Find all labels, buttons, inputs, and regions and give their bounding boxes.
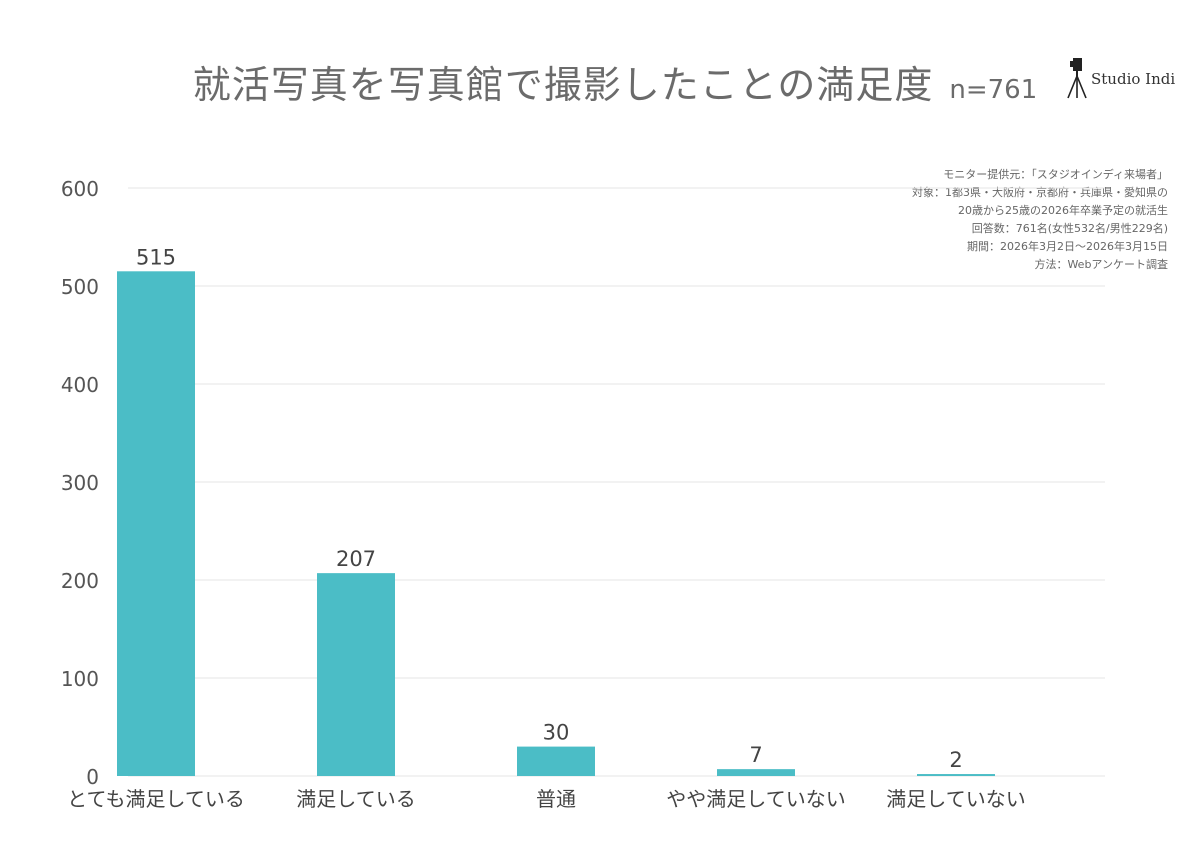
note-line: モニター提供元：「スタジオインディ来場者」 [943, 168, 1168, 181]
bar [317, 573, 395, 776]
note-line: 期間：2026年3月2日〜2026年3月15日 [967, 240, 1168, 253]
brand-logo-text: Studio Indi [1091, 70, 1176, 88]
x-category-label: 満足していない [886, 787, 1025, 811]
chart-title: 就活写真を写真館で撮影したことの満足度 [192, 63, 934, 107]
x-category-label: 普通 [536, 787, 576, 811]
camera-tripod-icon [1067, 58, 1087, 99]
sample-size: n=761 [949, 75, 1038, 105]
note-line: 方法：Webアンケート調査 [1034, 258, 1168, 271]
note-line: 回答数：761名(女性532名/男性229名) [971, 222, 1168, 235]
y-tick-label: 600 [61, 177, 99, 201]
data-label: 30 [543, 721, 570, 745]
x-category-label: とても満足している [67, 787, 245, 811]
note-line: 対象：1都3県・大阪府・京都府・兵庫県・愛知県の [912, 186, 1168, 199]
y-tick-label: 500 [61, 275, 99, 299]
x-category-label: 満足している [296, 787, 415, 811]
bar [717, 769, 795, 776]
y-tick-label: 200 [61, 569, 99, 593]
data-label: 515 [136, 245, 176, 269]
y-tick-label: 0 [86, 765, 99, 789]
bar [117, 271, 195, 776]
y-tick-label: 300 [61, 471, 99, 495]
note-line: 20歳から25歳の2026年卒業予定の就活生 [958, 204, 1168, 217]
bar [917, 774, 995, 776]
data-label: 207 [336, 547, 376, 571]
y-tick-label: 100 [61, 667, 99, 691]
data-label: 7 [749, 743, 762, 767]
bar [517, 746, 595, 776]
survey-notes: モニター提供元：「スタジオインディ来場者」 対象：1都3県・大阪府・京都府・兵庫… [912, 166, 1168, 274]
data-label: 2 [949, 748, 962, 772]
chart-title-row: 就活写真を写真館で撮影したことの満足度 n=761 [0, 54, 1200, 109]
y-tick-label: 400 [61, 373, 99, 397]
x-category-label: やや満足していない [666, 787, 845, 811]
